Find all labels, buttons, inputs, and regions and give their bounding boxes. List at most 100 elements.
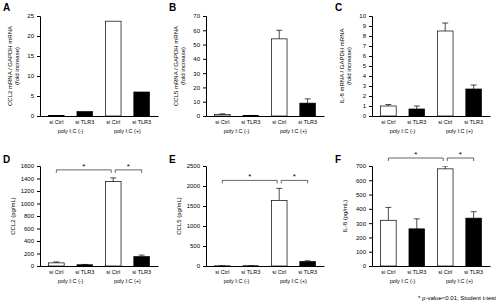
y-tick-mark: [203, 16, 206, 17]
y-tick-mark: [369, 86, 372, 87]
x-axis: si Ctrlsi TLR3si Ctrlsi TLR3: [207, 116, 325, 125]
y-tick: 0: [197, 113, 206, 119]
y-axis: 012345678910: [359, 13, 372, 119]
bar: [381, 220, 397, 266]
y-tick-mark: [203, 73, 206, 74]
x-tick: si Ctrl: [272, 266, 286, 275]
y-tick-mark: [37, 179, 40, 180]
x-tick: si Ctrl: [381, 116, 395, 125]
x-tick: si Ctrl: [106, 116, 120, 125]
group-label: poly I:C (-): [224, 128, 250, 134]
y-tick: 300: [356, 221, 372, 227]
significance-label: *: [82, 162, 85, 171]
error-bar: [276, 30, 282, 39]
x-tick: si TLR3: [407, 266, 426, 275]
y-tick-mark: [203, 59, 206, 60]
y-axis-line: [203, 17, 207, 117]
x-tick: si Ctrl: [438, 116, 452, 125]
y-tick-label: 4: [363, 73, 367, 79]
error-bar: [219, 265, 225, 266]
x-tick-label: si TLR3: [241, 119, 260, 125]
y-tick: 1200: [21, 188, 40, 194]
y-tick-label: 800: [24, 213, 35, 219]
y-tick-mark: [369, 195, 372, 196]
bar: [243, 115, 259, 116]
y-tick-mark: [203, 206, 206, 207]
y-tick-label: 400: [24, 238, 35, 244]
y-tick-mark: [203, 186, 206, 187]
y-tick: 400: [356, 206, 372, 212]
y-tick: 40: [193, 56, 206, 62]
error-bar: [248, 115, 254, 116]
error-bar: [442, 23, 448, 31]
y-tick: 30: [193, 71, 206, 77]
panel: FIL-8 (pg/mL)0100200300400500600700si Ct…: [335, 150, 491, 284]
y-tick-label: 0: [31, 113, 35, 119]
y-tick-mark: [203, 102, 206, 103]
y-tick-label: 10: [359, 13, 366, 19]
panel: CIL-8 mRNA / GAPDH mRNA(fold increase)01…: [335, 2, 491, 134]
significance-label: *: [248, 172, 251, 181]
y-tick: 1500: [187, 203, 206, 209]
y-tick-mark: [37, 254, 40, 255]
error-bar: [276, 188, 282, 200]
y-tick: 2: [363, 93, 372, 99]
y-tick-mark: [369, 252, 372, 253]
y-tick-label: 0: [363, 263, 367, 269]
x-tick-label: si TLR3: [298, 269, 317, 275]
y-axis-line: [37, 17, 41, 117]
y-tick-mark: [203, 87, 206, 88]
y-tick-mark: [369, 237, 372, 238]
y-tick: 1: [363, 103, 372, 109]
y-tick: 0: [197, 263, 206, 269]
y-tick: 1600: [21, 163, 40, 169]
bar: [381, 106, 397, 116]
y-tick-label: 10: [193, 99, 200, 105]
y-tick: 1400: [21, 176, 40, 182]
y-tick: 5: [363, 63, 372, 69]
x-tick: si TLR3: [298, 116, 317, 125]
x-tick-label: si Ctrl: [49, 269, 63, 275]
y-tick: 15: [27, 53, 40, 59]
bar: [300, 103, 316, 116]
x-axis: si Ctrlsi TLR3si Ctrlsi TLR3: [373, 266, 491, 275]
x-tick-label: si TLR3: [464, 269, 483, 275]
y-tick-mark: [37, 56, 40, 57]
y-tick: 10: [359, 13, 372, 19]
y-tick-mark: [37, 116, 40, 117]
y-tick-mark: [369, 180, 372, 181]
y-tick: 700: [356, 163, 372, 169]
y-tick-mark: [369, 166, 372, 167]
y-tick-mark: [369, 76, 372, 77]
y-tick-mark: [203, 30, 206, 31]
bar: [271, 200, 287, 266]
x-axis: si Ctrlsi TLR3si Ctrlsi TLR3: [207, 266, 325, 275]
group-label: poly I:C (-): [58, 128, 84, 134]
panel: BCCL5 mRNA / GAPDH mRNA(fold increase)01…: [169, 2, 325, 134]
y-tick-label: 5: [31, 93, 35, 99]
y-tick-label: 0: [197, 263, 201, 269]
x-tick-label: si Ctrl: [438, 119, 452, 125]
y-axis-line: [203, 167, 207, 267]
x-tick: si TLR3: [132, 116, 151, 125]
y-tick: 2000: [187, 183, 206, 189]
y-tick-label: 8: [363, 33, 367, 39]
y-tick-mark: [203, 116, 206, 117]
y-axis-label: CCL2 mRNA / GAPDH mRNA: [7, 26, 13, 106]
x-tick: si TLR3: [75, 266, 94, 275]
y-tick-mark: [37, 266, 40, 267]
y-tick-label: 7: [363, 43, 367, 49]
y-tick: 10: [193, 99, 206, 105]
y-tick-mark: [369, 116, 372, 117]
y-tick-label: 200: [356, 235, 367, 241]
y-tick-label: 2500: [187, 163, 201, 169]
bar: [437, 31, 453, 116]
y-tick-label: 70: [193, 13, 200, 19]
y-tick-mark: [203, 166, 206, 167]
bar: [134, 92, 150, 116]
y-tick-label: 0: [197, 113, 201, 119]
y-tick: 20: [193, 85, 206, 91]
group-label: poly I:C (-): [390, 278, 416, 284]
x-axis-line: [373, 116, 491, 117]
y-tick: 0: [31, 263, 40, 269]
